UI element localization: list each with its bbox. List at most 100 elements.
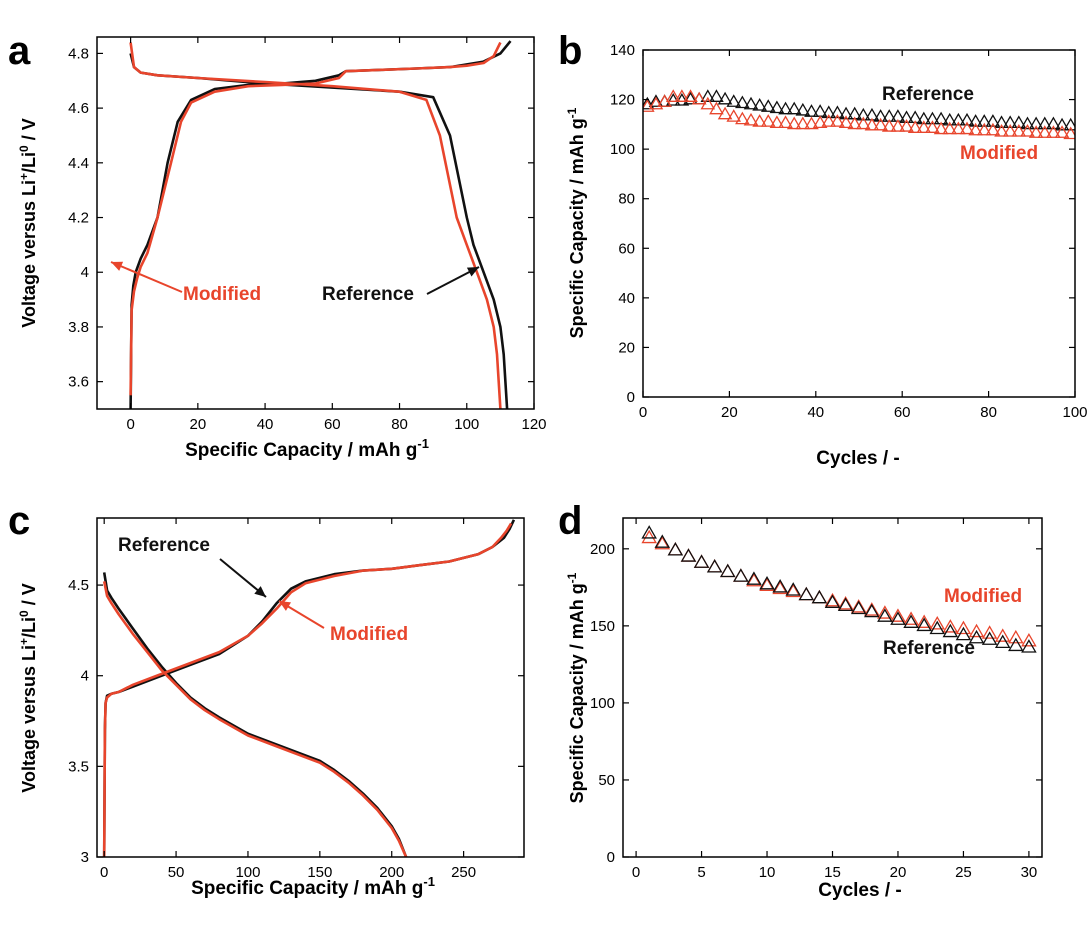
y-tick-label: 80 — [618, 191, 635, 208]
y-axis-label-part: 0 — [17, 145, 31, 152]
data-point-reference — [680, 548, 697, 562]
data-point-reference — [877, 608, 893, 622]
data-point-modified — [1011, 123, 1027, 137]
series-line-modified-charge — [129, 41, 502, 396]
x-axis-label-text: Cycles / - — [818, 880, 901, 901]
data-point-reference — [821, 105, 837, 119]
data-point-modified — [1063, 126, 1075, 140]
panel-letter: d — [558, 499, 582, 543]
data-point-modified — [683, 89, 698, 102]
data-point-modified — [665, 89, 681, 102]
data-point-modified — [890, 119, 906, 132]
data-point-modified — [959, 121, 975, 135]
data-point-reference — [916, 617, 932, 632]
x-axis-label-text: Specific Capacity / mAh g — [185, 440, 417, 461]
data-point-reference — [693, 554, 710, 568]
data-point-modified — [795, 116, 811, 130]
panel-b: b 0 20 40 60 80 100 0 20 40 60 80 100 120 140 Cycles / … — [558, 29, 1088, 469]
x-tick-label: 30 — [1021, 864, 1038, 881]
y-tick-label: 140 — [610, 42, 635, 59]
x-tick-label: 60 — [324, 416, 341, 433]
data-point-reference — [942, 112, 958, 126]
annotation-arrow — [110, 261, 183, 293]
data-point-reference — [890, 611, 906, 625]
data-point-reference — [976, 114, 992, 127]
y-axis-label-part: Specific Capacity / mAh g — [567, 583, 587, 803]
y-tick-label: 150 — [590, 618, 615, 635]
y-axis-label-part: Voltage versus Li — [19, 645, 39, 793]
data-point-modified — [746, 572, 762, 587]
data-point-reference — [700, 89, 716, 102]
annotation-arrowhead — [111, 261, 124, 271]
x-tick-label: 100 — [1062, 404, 1087, 421]
y-tick-label: 4.6 — [68, 100, 89, 117]
data-point-reference — [760, 99, 776, 112]
x-axis-label-text: Specific Capacity / mAh g — [191, 878, 423, 899]
data-point-reference — [683, 91, 698, 105]
data-point-modified — [890, 608, 906, 622]
data-point-modified — [929, 616, 946, 630]
data-point-modified — [726, 109, 742, 122]
data-point-modified — [981, 625, 998, 639]
annotation-modified: Modified — [183, 284, 261, 305]
x-tick-label: 40 — [257, 416, 274, 433]
data-point-reference — [951, 112, 966, 126]
data-point-modified — [812, 115, 828, 128]
y-axis-label-part: + — [17, 173, 31, 180]
data-point-modified — [916, 614, 932, 628]
y-axis-label-part: /Li — [19, 152, 39, 173]
x-tick-label: 80 — [391, 416, 408, 433]
y-tick-label: 3 — [81, 849, 89, 866]
data-point-modified — [735, 111, 750, 125]
y-tick-label: 0 — [607, 849, 615, 866]
data-point-modified — [733, 568, 749, 582]
data-point-modified — [903, 611, 919, 625]
data-point-reference — [994, 115, 1009, 128]
data-point-modified — [680, 548, 697, 562]
data-point-reference — [856, 107, 871, 121]
x-tick-label: 10 — [759, 864, 776, 881]
x-axis-label-sup: -1 — [417, 436, 429, 451]
data-point-reference — [981, 631, 998, 645]
data-point-modified — [798, 586, 815, 601]
data-point-modified — [691, 91, 707, 105]
data-point-modified — [674, 89, 690, 102]
axes-frame — [622, 517, 1043, 858]
data-point-reference — [1002, 115, 1018, 128]
series-line-reference-discharge — [102, 572, 408, 857]
x-tick-label: 0 — [639, 404, 647, 421]
data-point-reference — [1063, 117, 1075, 131]
series-line-reference-charge — [129, 40, 512, 409]
y-tick-label: 4.4 — [68, 155, 89, 172]
data-point-modified — [769, 115, 785, 128]
data-point-reference — [785, 582, 801, 596]
x-axis-label-text: Cycles / - — [816, 448, 899, 469]
data-point-reference — [925, 111, 940, 125]
data-point-modified — [899, 119, 914, 132]
x-tick-label: 80 — [980, 404, 997, 421]
data-point-modified — [994, 123, 1009, 137]
panel-c: c 0 50 100 150 200 250 3 3.5 4 4.5 Specific Capacit… — [8, 499, 525, 899]
data-point-reference — [1037, 116, 1053, 130]
data-point-reference — [654, 534, 671, 548]
data-point-modified — [1028, 125, 1044, 138]
data-point-modified — [760, 114, 776, 127]
y-axis-label: Voltage versus Li+/Li0 / V — [17, 583, 39, 792]
data-point-reference — [929, 620, 946, 635]
annotation-modified: Modified — [944, 586, 1022, 607]
x-axis-label: Specific Capacity / mAh g-1 — [185, 436, 429, 461]
data-point-reference — [864, 603, 880, 618]
data-point-modified — [778, 115, 793, 128]
y-tick-label: 60 — [618, 240, 635, 257]
data-point-reference — [838, 106, 854, 120]
plot-area — [643, 89, 1075, 140]
y-tick-label: 50 — [598, 772, 615, 789]
data-point-modified — [994, 628, 1011, 642]
data-point-modified — [847, 116, 862, 130]
data-point-reference — [778, 101, 793, 115]
y-axis-label-part: + — [17, 638, 31, 645]
y-tick-label: 4.8 — [68, 45, 89, 62]
data-point-modified — [951, 121, 966, 135]
plot-area — [641, 525, 1037, 653]
data-point-modified — [933, 121, 949, 135]
